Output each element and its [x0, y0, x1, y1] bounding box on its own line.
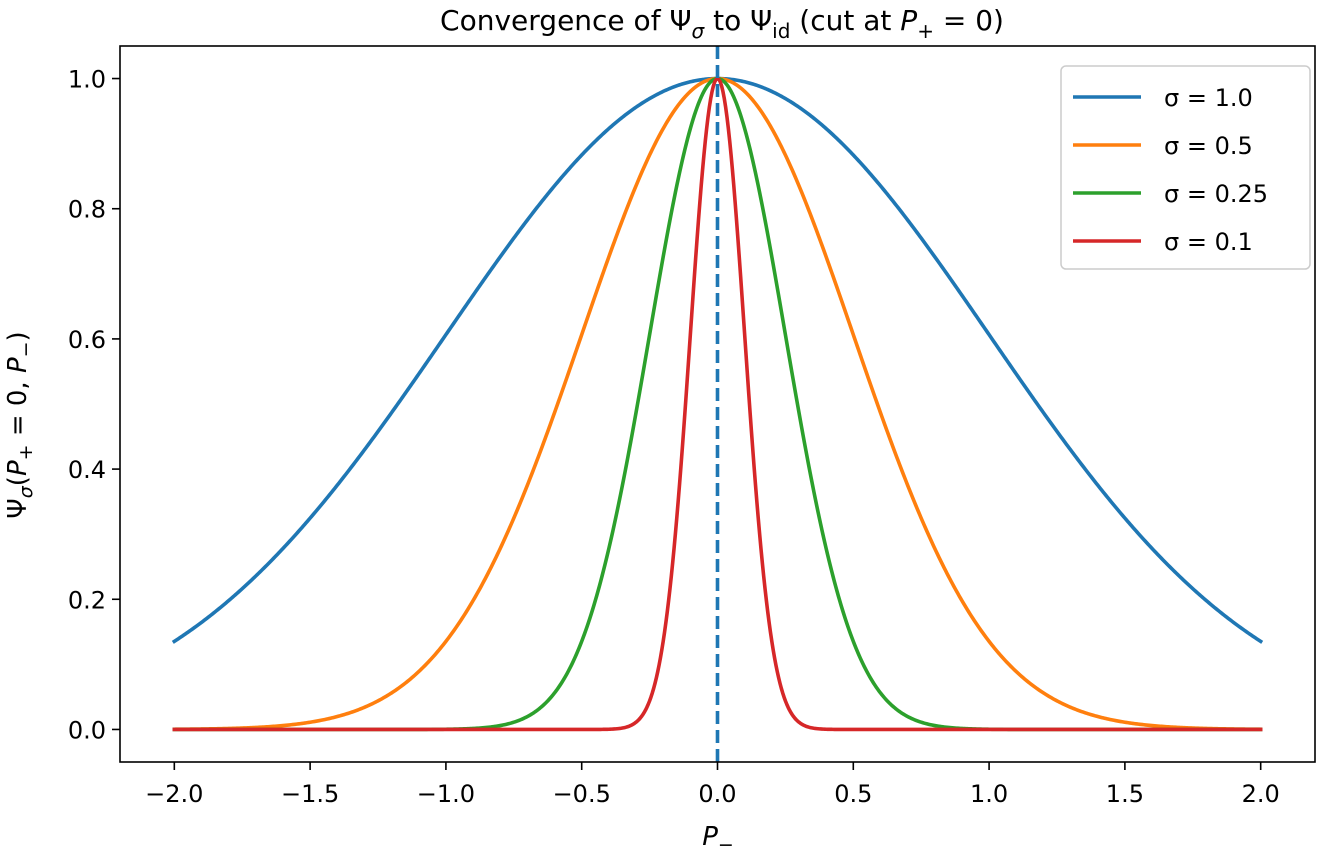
x-tick-label: 2.0	[1242, 780, 1280, 808]
legend-label: σ = 0.25	[1164, 180, 1268, 208]
x-tick-label: −0.5	[553, 780, 611, 808]
x-tick-label: 1.0	[970, 780, 1008, 808]
y-axis-ticks: 0.0 0.2 0.4 0.6 0.8 1.0	[68, 66, 120, 744]
x-tick-label: −2.0	[145, 780, 203, 808]
legend-label: σ = 0.5	[1164, 132, 1253, 160]
y-tick-label: 0.2	[68, 586, 106, 614]
y-axis-label: Ψσ(P+ = 0, P−)	[3, 331, 37, 518]
x-tick-label: 1.5	[1106, 780, 1144, 808]
y-tick-label: 0.0	[68, 716, 106, 744]
legend: σ = 1.0 σ = 0.5 σ = 0.25 σ = 0.1	[1060, 65, 1311, 270]
y-tick-label: 0.4	[68, 456, 106, 484]
y-tick-label: 1.0	[68, 66, 106, 94]
y-tick-label: 0.6	[68, 326, 106, 354]
chart-title: Convergence of Ψσ to Ψid (cut at P+ = 0)	[440, 4, 1004, 43]
legend-entries: σ = 1.0 σ = 0.5 σ = 0.25 σ = 0.1	[1073, 84, 1268, 256]
series-layer	[171, 76, 1264, 732]
x-tick-label: 0.5	[834, 780, 872, 808]
x-tick-label: −1.0	[417, 780, 475, 808]
legend-box	[1060, 65, 1311, 270]
x-axis-label: P−	[702, 822, 734, 852]
series-line-3	[172, 76, 1263, 732]
x-axis-ticks: −2.0 −1.5 −1.0 −0.5 0.0 0.5 1.0 1.5 2.0	[145, 762, 1280, 808]
legend-label: σ = 0.1	[1164, 228, 1253, 256]
x-tick-label: −1.5	[281, 780, 339, 808]
y-tick-label: 0.8	[68, 196, 106, 224]
legend-label: σ = 1.0	[1164, 84, 1253, 112]
x-tick-label: 0.0	[698, 780, 736, 808]
